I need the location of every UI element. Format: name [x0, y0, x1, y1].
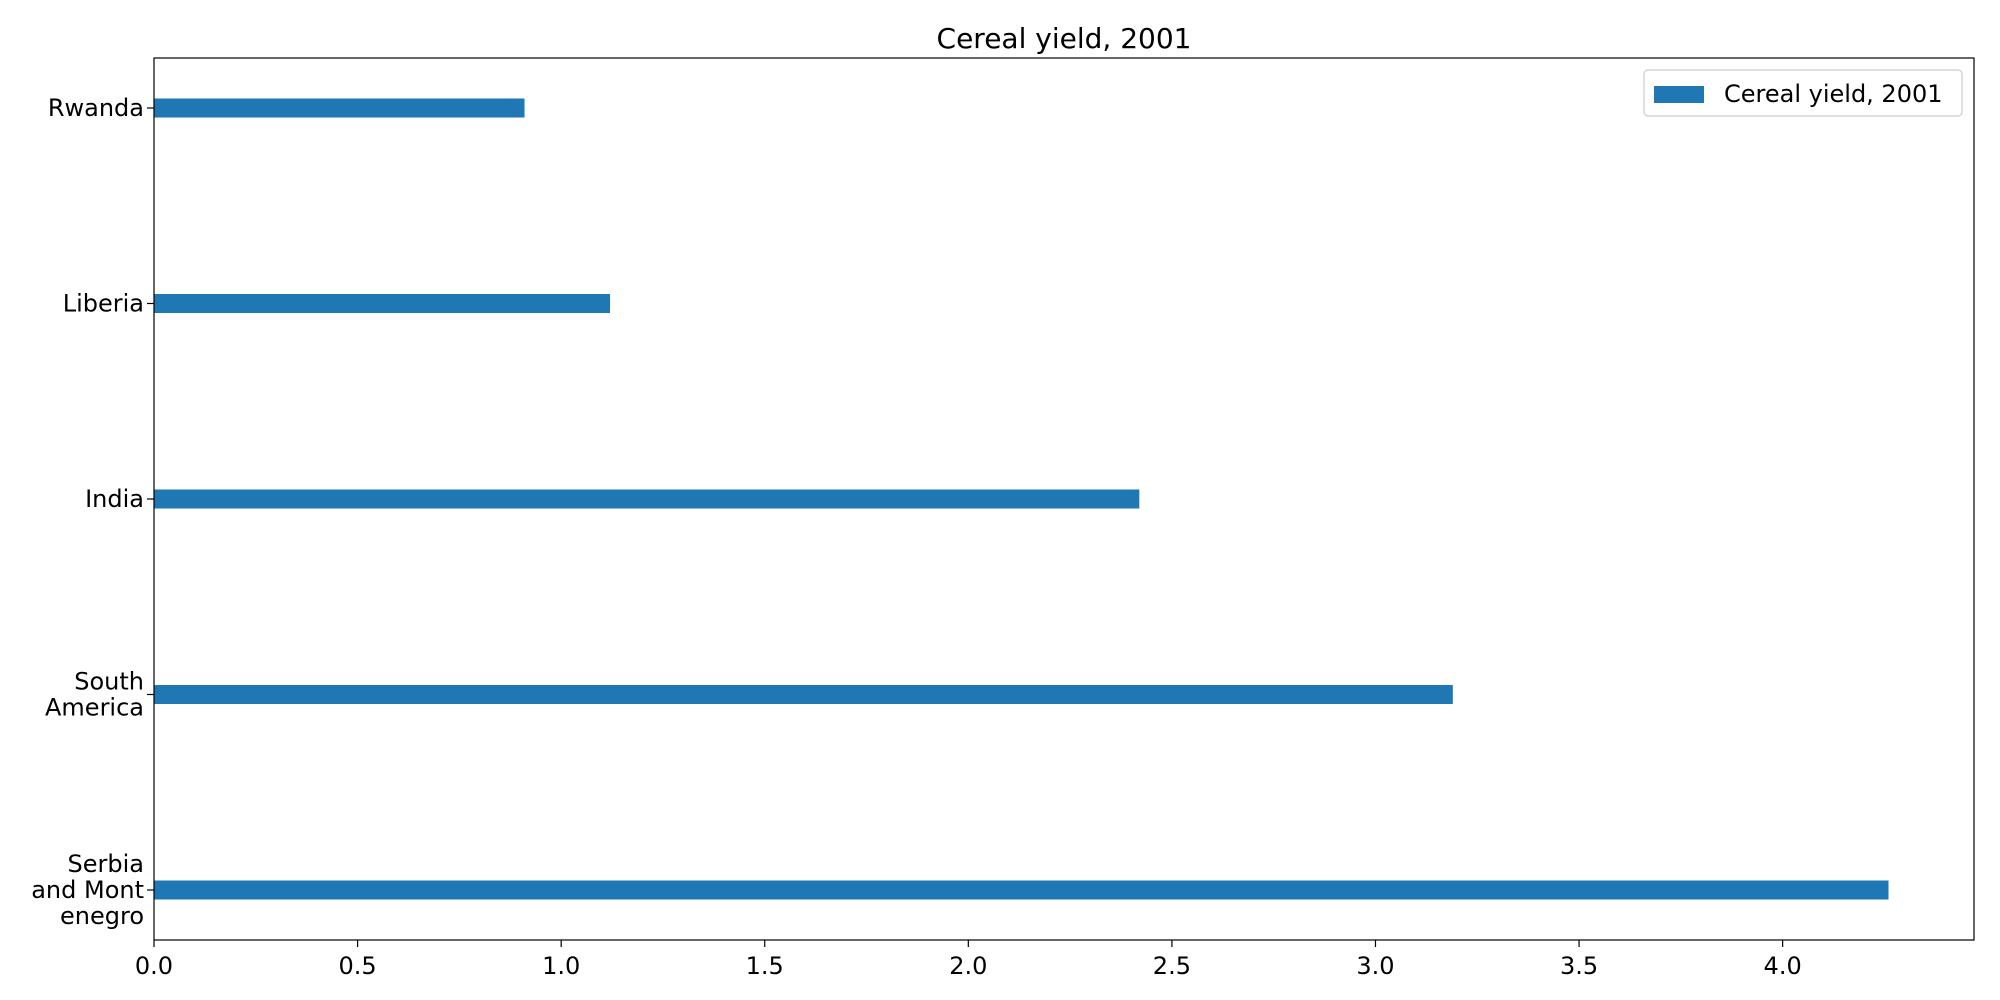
- plot-frame: [153, 57, 1975, 941]
- x-axis: 0.0 0.5 1.0 1.5 2.0 2.5 3.0 3.5 4.0: [135, 940, 1802, 980]
- x-tick-label-7: 3.5: [1560, 952, 1598, 980]
- x-tick-label-0: 0.0: [135, 952, 173, 980]
- legend: Cereal yield, 2001: [1643, 69, 1963, 117]
- bar-india: [154, 489, 1140, 509]
- y-tick-label-liberia: Liberia: [63, 290, 144, 318]
- y-axis: Rwanda Liberia India South America Serbia and …: [31, 94, 154, 930]
- bars-layer: [154, 98, 1889, 900]
- bar-south-america: [154, 685, 1453, 704]
- bar-serbia-and-montenegro: [154, 880, 1889, 900]
- legend-label: Cereal yield, 2001: [1724, 80, 1943, 108]
- bar-rwanda: [154, 98, 525, 118]
- x-tick-label-4: 2.0: [949, 952, 987, 980]
- legend-box: [1643, 69, 1963, 117]
- x-tick-label-3: 1.5: [746, 952, 784, 980]
- legend-swatch: [1654, 86, 1704, 103]
- bar-liberia: [154, 294, 611, 313]
- x-tick-label-1: 0.5: [338, 952, 376, 980]
- y-tick-label-india: India: [85, 485, 144, 513]
- x-tick-label-2: 1.0: [542, 952, 580, 980]
- y-tick-label-south-america: South America: [45, 668, 144, 722]
- chart-title: Cereal yield, 2001: [937, 22, 1192, 55]
- x-tick-label-5: 2.5: [1153, 952, 1191, 980]
- y-tick-label-serbia-and-montenegro: Serbia and Mont enegro: [31, 850, 144, 930]
- x-tick-label-6: 3.0: [1356, 952, 1394, 980]
- y-tick-label-rwanda: Rwanda: [48, 94, 144, 122]
- x-tick-label-8: 4.0: [1764, 952, 1802, 980]
